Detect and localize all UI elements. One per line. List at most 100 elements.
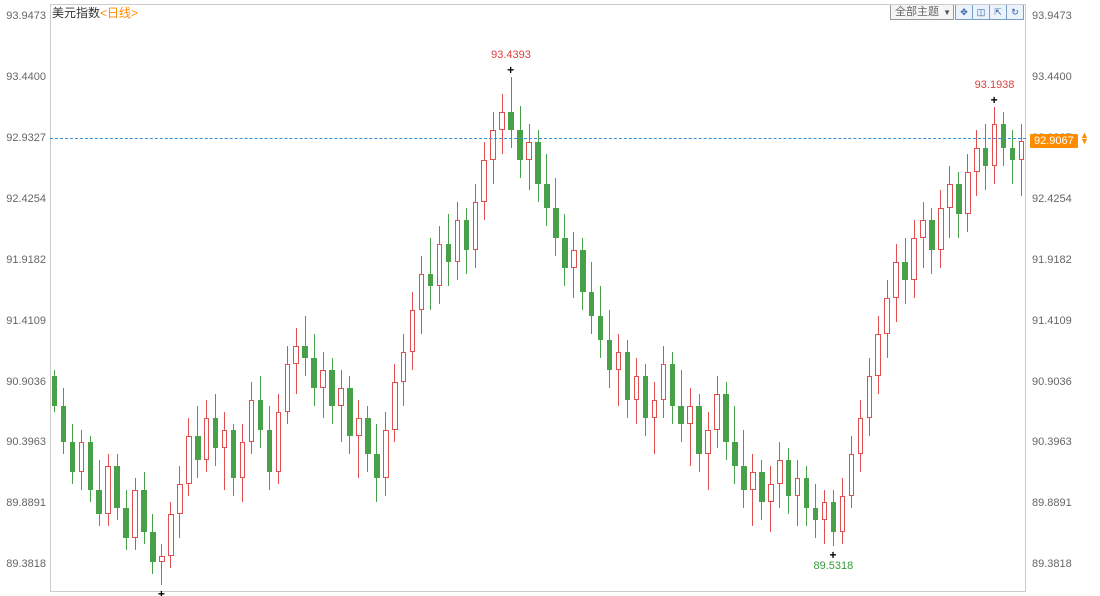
y-tick-left: 91.9182 (6, 254, 46, 266)
candle-body (1019, 141, 1025, 160)
candle-body (1010, 148, 1016, 160)
candle-body (893, 262, 899, 298)
candle-body (329, 370, 335, 406)
y-tick-left: 90.9036 (6, 376, 46, 388)
candle-body (974, 148, 980, 172)
candle-body (1001, 124, 1007, 148)
y-tick-left: 93.9473 (6, 10, 46, 22)
candle-body (902, 262, 908, 280)
candle-wick (358, 400, 359, 478)
candle-body (571, 250, 577, 268)
candle-body (508, 112, 514, 130)
candle-body (517, 130, 523, 160)
y-tick-right: 89.8891 (1032, 497, 1072, 509)
y-tick-right: 92.4254 (1032, 193, 1072, 205)
y-tick-left: 89.3818 (6, 558, 46, 570)
annotation-marker-icon: + (991, 93, 998, 107)
candle-body (992, 124, 998, 166)
candle-body (302, 346, 308, 358)
candle-body (553, 208, 559, 238)
y-tick-left: 93.4400 (6, 71, 46, 83)
candle-body (410, 310, 416, 352)
candle-body (741, 466, 747, 490)
candle-body (150, 532, 156, 562)
candle-body (580, 250, 586, 292)
y-tick-left: 90.3963 (6, 436, 46, 448)
candle-body (768, 484, 774, 502)
candle-body (625, 352, 631, 400)
candle-body (258, 400, 264, 430)
candle-body (320, 370, 326, 388)
candle-body (401, 352, 407, 382)
candle-body (884, 298, 890, 334)
candle-wick (654, 382, 655, 454)
candle-body (652, 400, 658, 418)
y-tick-right: 91.4109 (1032, 315, 1072, 327)
candle-body (786, 460, 792, 496)
candle-body (132, 490, 138, 538)
candle-body (705, 430, 711, 454)
candle-body (114, 466, 120, 508)
candle-body (455, 220, 461, 262)
candle-body (159, 556, 165, 562)
candle-body (195, 436, 201, 460)
candle-body (616, 352, 622, 370)
annotation-label: 93.1938 (975, 79, 1015, 91)
candle-body (875, 334, 881, 376)
candle-body (186, 436, 192, 484)
y-tick-left: 92.4254 (6, 193, 46, 205)
candle-body (141, 490, 147, 532)
candle-body (105, 466, 111, 514)
candle-body (643, 376, 649, 418)
candle-body (526, 142, 532, 160)
candle-body (607, 340, 613, 370)
annotation-label: 89.5318 (813, 560, 853, 572)
y-tick-right: 89.3818 (1032, 558, 1072, 570)
candle-body (714, 394, 720, 430)
candle-body (293, 346, 299, 364)
candle-wick (224, 412, 225, 490)
candle-body (723, 394, 729, 442)
candle-body (61, 406, 67, 442)
candle-body (920, 220, 926, 238)
candle-body (383, 430, 389, 478)
annotation-marker-icon: + (507, 63, 514, 77)
candle-body (231, 430, 237, 478)
candle-body (464, 220, 470, 250)
candle-body (481, 160, 487, 202)
candle-body (777, 460, 783, 484)
candle-body (589, 292, 595, 316)
candle-body (285, 364, 291, 412)
candle-body (499, 112, 505, 130)
candle-body (598, 316, 604, 340)
candle-body (446, 244, 452, 262)
annotation-label: 93.4393 (491, 49, 531, 61)
candle-body (544, 184, 550, 208)
candle-wick (341, 370, 342, 442)
candle-body (96, 490, 102, 514)
annotation-marker-icon: + (158, 587, 165, 596)
candle-body (947, 184, 953, 208)
candle-body (759, 472, 765, 502)
candle-body (70, 442, 76, 472)
candle-body (562, 238, 568, 268)
candle-body (965, 172, 971, 214)
candle-body (338, 388, 344, 406)
candle-body (249, 400, 255, 442)
current-price-line (50, 138, 1026, 139)
candle-body (213, 418, 219, 448)
candle-body (419, 274, 425, 310)
candle-body (849, 454, 855, 496)
candle-body (52, 376, 58, 406)
candle-body (938, 208, 944, 250)
candle-body (696, 406, 702, 454)
candle-body (437, 244, 443, 286)
candle-body (983, 148, 989, 166)
candle-wick (1021, 124, 1022, 196)
candle-body (822, 502, 828, 520)
candle-body (222, 430, 228, 448)
candle-body (311, 358, 317, 388)
candle-body (634, 376, 640, 400)
y-tick-right: 90.9036 (1032, 376, 1072, 388)
candle-body (911, 238, 917, 280)
